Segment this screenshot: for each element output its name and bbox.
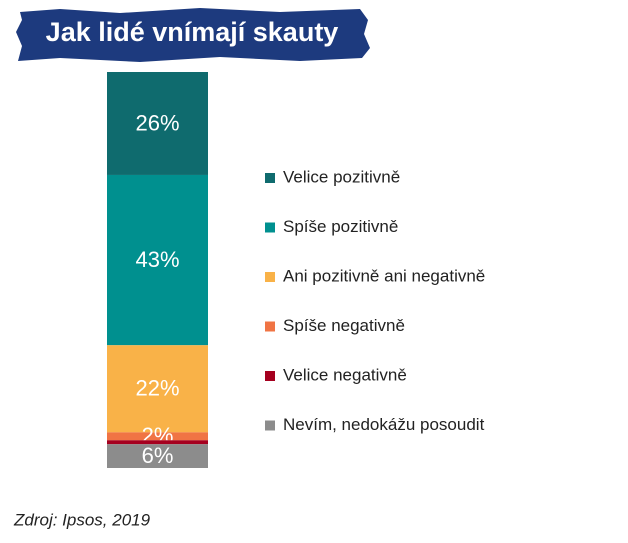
bar-segment (107, 345, 208, 433)
bar-segment (107, 444, 208, 468)
data-label: 26% (135, 110, 179, 135)
bar-segment (107, 72, 208, 175)
title-banner (16, 8, 370, 62)
legend-swatch (265, 371, 275, 381)
legend-label: Ani pozitivně ani negativně (283, 266, 485, 285)
data-label: 22% (135, 376, 179, 401)
legend-label: Spíše negativně (283, 316, 405, 335)
source: Zdroj: Ipsos, 2019 (13, 510, 151, 529)
legend-label: Velice negativně (283, 365, 407, 384)
bar-segment (107, 174, 208, 346)
legend-swatch (265, 173, 275, 183)
legend-label: Nevím, nedokážu posoudit (283, 415, 485, 434)
data-label: 43% (135, 247, 179, 272)
chart-title: Jak lidé vnímají skauty (46, 17, 339, 47)
bar-segment (107, 440, 208, 445)
legend-swatch (265, 272, 275, 282)
bar-segment (107, 432, 208, 441)
legend-swatch (265, 222, 275, 233)
legend-label: Velice pozitivně (283, 167, 400, 186)
legend-swatch (265, 420, 275, 431)
legend-label: Spíše pozitivně (283, 217, 398, 236)
data-label: 6% (142, 443, 174, 468)
legend-swatch (265, 321, 275, 332)
